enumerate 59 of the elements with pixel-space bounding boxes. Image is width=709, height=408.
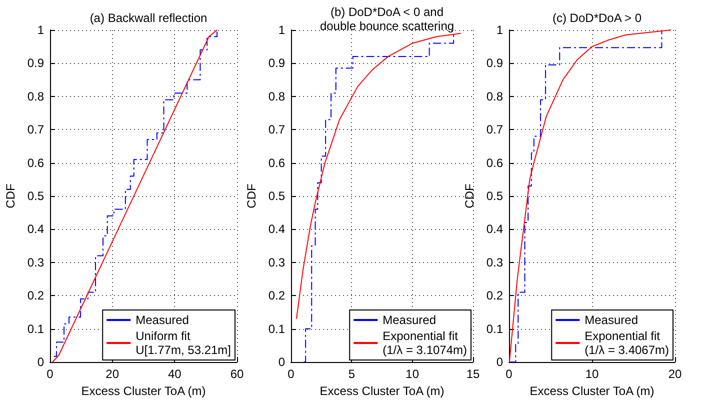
x-tick-label: 10	[406, 367, 420, 381]
y-tick-label: 0.7	[268, 122, 286, 137]
y-tick-label: 0.1	[486, 322, 504, 336]
y-tick-label: 0.6	[486, 156, 504, 170]
y-tick-label: 0.8	[268, 89, 286, 104]
y-axis-title: CDF	[244, 184, 258, 208]
x-tick-label: 20	[668, 367, 682, 381]
y-tick-label: 0.8	[27, 89, 44, 104]
x-tick-label: 40	[168, 367, 182, 381]
y-tick-label: 0.4	[486, 222, 504, 236]
x-tick-label: 10	[585, 367, 599, 381]
y-tick-label: 0.2	[486, 288, 504, 303]
legend-label: Measured	[136, 313, 189, 327]
y-tick-label: 0.9	[268, 56, 286, 70]
y-tick-label: 0	[278, 355, 286, 369]
y-tick-label: 1	[496, 23, 504, 37]
y-tick-label: 0.1	[27, 322, 44, 336]
y-tick-label: 0.5	[268, 189, 286, 203]
y-tick-label: 0	[496, 355, 504, 369]
y-tick-label: 0.8	[486, 89, 504, 104]
x-tick-label: 60	[230, 367, 244, 381]
legend-label: Measured	[584, 313, 638, 327]
y-tick-label: 0.2	[268, 288, 286, 303]
y-tick-label: 0	[37, 355, 44, 369]
x-tick-label: 0	[46, 367, 54, 381]
y-tick-label: 0.2	[27, 288, 44, 303]
x-axis-title: Excess Cluster ToA (m)	[81, 384, 206, 398]
y-tick-label: 1	[278, 23, 286, 37]
y-tick-label: 0.9	[486, 56, 504, 70]
y-tick-label: 0.3	[268, 255, 286, 270]
y-tick-label: 0.7	[27, 122, 44, 137]
x-tick-label: 5	[348, 367, 356, 381]
y-tick-label: 0.5	[27, 189, 44, 203]
x-tick-label: 0	[288, 367, 295, 381]
legend-label: Uniform fit U[1.77m, 53.21m]	[136, 329, 232, 357]
x-axis-title: Excess Cluster ToA (m)	[320, 384, 444, 398]
y-tick-label: 0.3	[27, 255, 44, 270]
y-axis-title: CDF	[3, 184, 18, 208]
y-tick-label: 0.7	[486, 122, 504, 137]
legend-label: Exponential fit (1/λ = 3.1074m)	[382, 329, 468, 357]
y-tick-label: 0.3	[486, 255, 504, 270]
y-tick-label: 0.5	[486, 189, 504, 203]
legend-label: Measured	[382, 313, 436, 327]
y-tick-label: 0.1	[268, 322, 286, 336]
chart-title: (c) DoD*DoA > 0	[552, 11, 642, 25]
y-tick-label: 0.4	[268, 222, 286, 236]
y-tick-label: 0.4	[27, 222, 44, 236]
y-axis-title: CDF	[462, 184, 476, 208]
y-tick-label: 0.6	[268, 156, 286, 170]
y-tick-label: 0.9	[27, 56, 44, 70]
x-tick-label: 20	[106, 367, 120, 381]
y-tick-label: 0.6	[27, 156, 44, 170]
chart-title: (a) Backwall reflection	[90, 11, 208, 25]
legend-label: Exponential fit (1/λ = 3.4067m)	[584, 329, 670, 357]
chart-title: (b) DoD*DoA < 0 and double bounce scattering	[320, 5, 454, 33]
x-tick-label: 0	[506, 367, 513, 381]
x-axis-title: Excess Cluster ToA (m)	[530, 384, 654, 398]
x-tick-label: 15	[466, 367, 480, 381]
y-tick-label: 1	[37, 23, 44, 37]
